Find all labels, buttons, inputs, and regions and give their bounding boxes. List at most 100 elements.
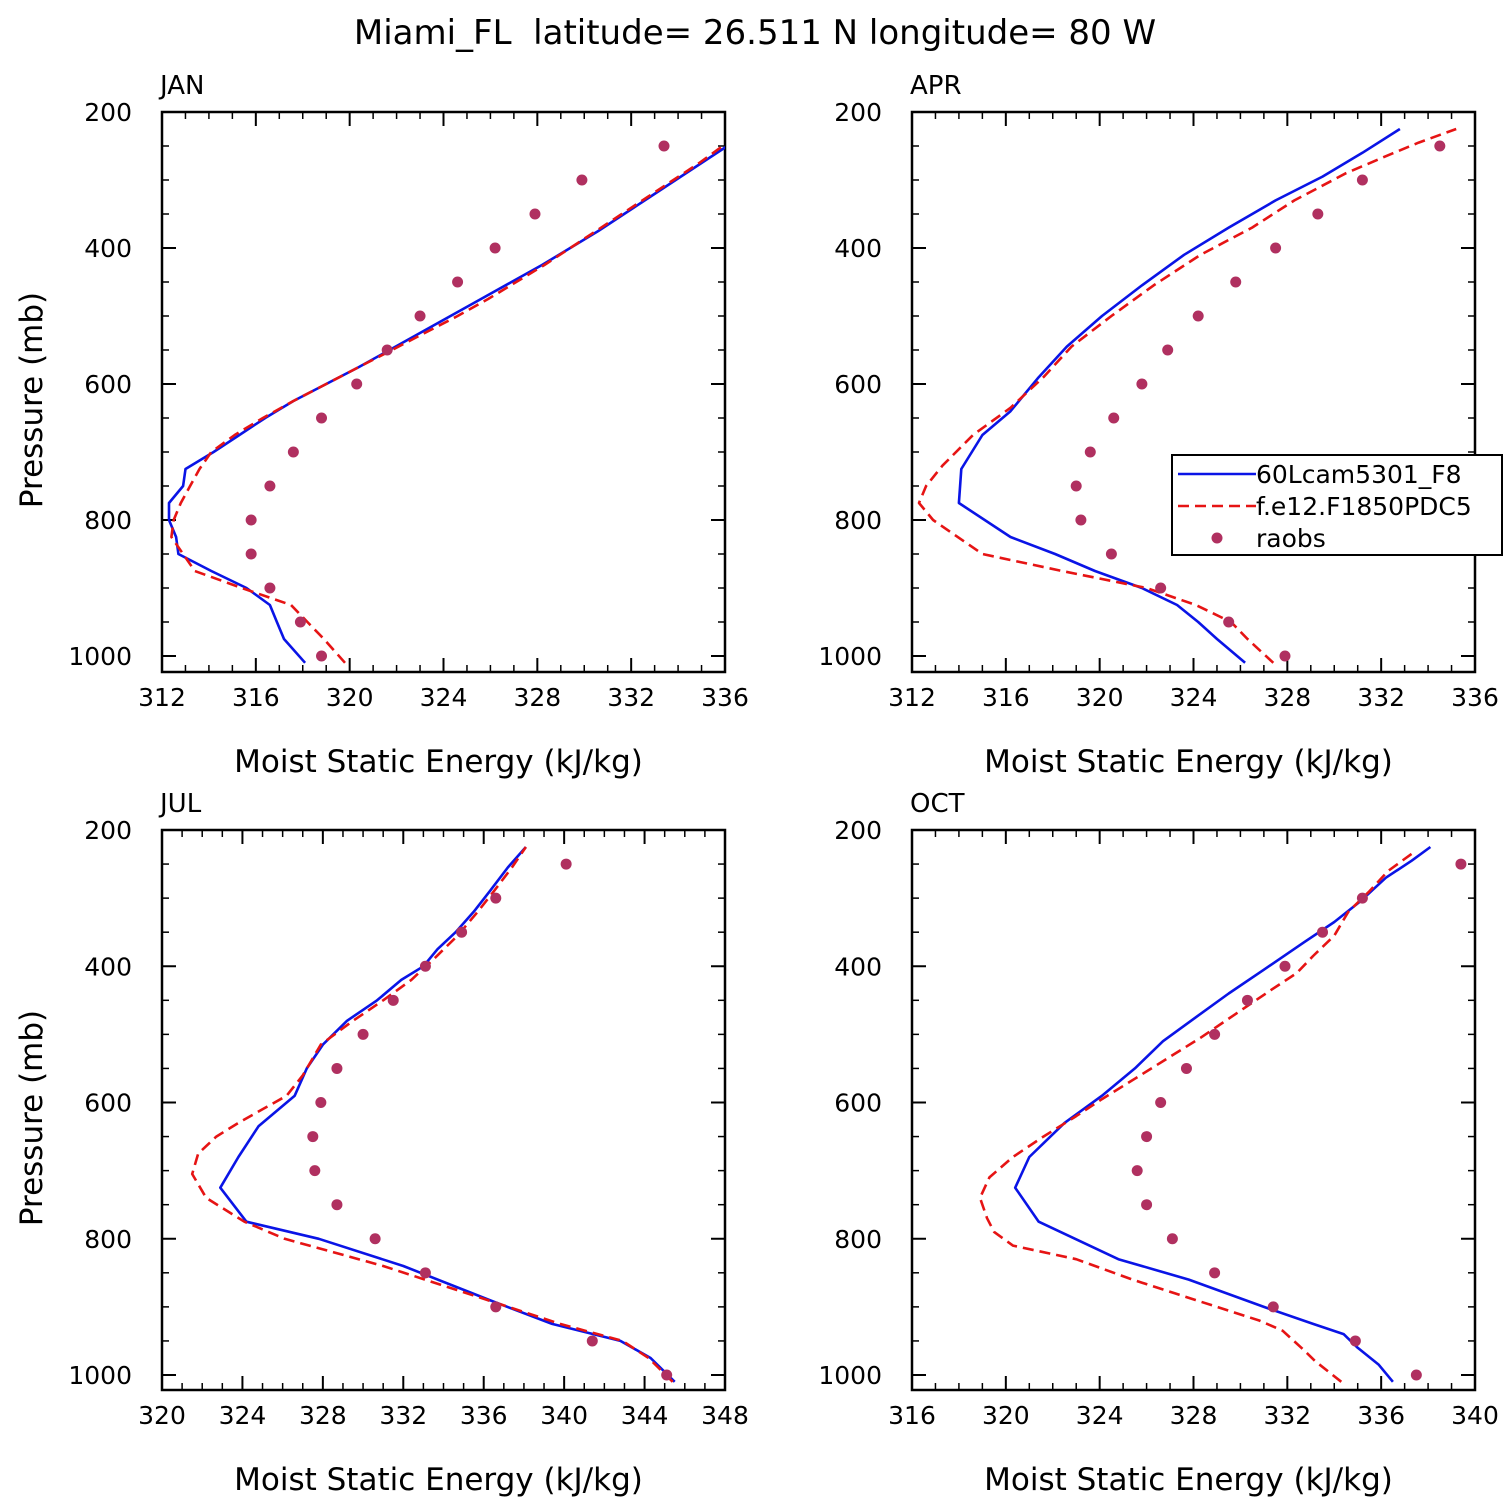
raobs-point	[1155, 582, 1167, 594]
raobs-point	[309, 1165, 321, 1177]
raobs-point	[489, 242, 501, 254]
y-tick-label: 800	[84, 506, 132, 535]
x-tick-label: 332	[1263, 1401, 1311, 1430]
raobs-point	[1141, 1131, 1153, 1143]
raobs-point	[351, 378, 363, 390]
x-tick-label: 316	[888, 1401, 936, 1430]
raobs-point	[560, 858, 572, 870]
panel-oct: 316 320 324 328 332 336 340 200 400 600 800 1000 OCT…	[818, 789, 1498, 1498]
x-tick-label: 348	[701, 1401, 749, 1430]
y-tick-label: 200	[834, 816, 882, 845]
raobs-point	[1356, 892, 1368, 904]
y-tick-label: 400	[84, 234, 132, 263]
x-tick-label: 332	[607, 683, 655, 712]
plot-area	[917, 127, 1457, 664]
panel-title: APR	[910, 71, 962, 101]
raobs-point	[419, 960, 431, 972]
raobs-point	[1209, 1267, 1221, 1279]
x-tick-label: 324	[1076, 1401, 1124, 1430]
x-tick-label: 340	[540, 1401, 588, 1430]
raobs-point	[1162, 344, 1174, 356]
x-tick-label: 332	[1357, 683, 1405, 712]
x-tick-label: 328	[1263, 683, 1311, 712]
plot-frame	[910, 110, 1477, 674]
raobs-point	[414, 310, 426, 322]
raobs-point	[490, 892, 502, 904]
series-line-f-e12	[170, 142, 725, 664]
x-tick-label: 320	[1076, 683, 1124, 712]
x-tick-label: 336	[1451, 683, 1499, 712]
raobs-point	[331, 1199, 343, 1211]
legend: 60Lcam5301_F8 f.e12.F1850PDC5 raobs	[1171, 454, 1503, 556]
raobs-point	[1141, 1199, 1153, 1211]
raobs-point	[1349, 1335, 1361, 1347]
raobs-point	[1279, 650, 1291, 662]
y-axis-label: Pressure (mb)	[14, 1010, 50, 1226]
y-tick-label: 800	[84, 1225, 132, 1254]
raobs-point	[452, 276, 464, 288]
page-title: Miami_FL latitude= 26.511 N longitude= 8…	[354, 13, 1156, 53]
raobs-point	[1108, 412, 1120, 424]
series-line-60lcam	[957, 127, 1401, 664]
raobs-point	[1317, 926, 1329, 938]
panel-apr: 312 316 320 324 328 332 336 200 400 600 800 1000 APR…	[818, 71, 1498, 780]
raobs-point	[490, 1301, 502, 1313]
y-tick-label: 200	[834, 98, 882, 127]
x-tick-label: 320	[138, 1401, 186, 1430]
x-tick-label: 336	[701, 683, 749, 712]
raobs-point	[287, 446, 299, 458]
x-tick-label: 332	[379, 1401, 427, 1430]
x-tick-label: 324	[420, 683, 468, 712]
series-line-f-e12	[190, 846, 674, 1383]
raobs-point	[1223, 616, 1235, 628]
raobs-point	[1279, 960, 1291, 972]
x-tick-label: 324	[1170, 683, 1218, 712]
y-tick-label: 600	[834, 1089, 882, 1118]
raobs-point	[1356, 174, 1368, 186]
x-tick-label: 316	[982, 683, 1030, 712]
raobs-point	[1434, 140, 1446, 152]
panel-title: JAN	[158, 71, 204, 101]
raobs-point	[387, 994, 399, 1006]
raobs-point	[1070, 480, 1082, 492]
raobs-point	[245, 514, 257, 526]
x-tick-label: 340	[1451, 1401, 1499, 1430]
raobs-point	[586, 1335, 598, 1347]
raobs-point	[1105, 548, 1117, 560]
x-axis-label: Moist Static Energy (kJ/kg)	[234, 1462, 643, 1498]
panel-title: OCT	[910, 789, 965, 819]
raobs-point	[1155, 1097, 1167, 1108]
y-tick-label: 600	[84, 370, 132, 399]
y-tick-label: 1000	[818, 1361, 882, 1390]
legend-swatch-dot	[1211, 532, 1223, 544]
plot-frame	[910, 828, 1477, 1392]
y-tick-label: 1000	[68, 1361, 132, 1390]
y-tick-label: 400	[834, 952, 882, 981]
raobs-point	[419, 1267, 431, 1279]
raobs-point	[576, 174, 588, 186]
x-tick-label: 324	[219, 1401, 267, 1430]
raobs-point	[1084, 446, 1096, 458]
y-tick-label: 1000	[818, 642, 882, 671]
raobs-point	[1267, 1301, 1279, 1313]
series-line-f-e12	[917, 127, 1457, 664]
raobs-point	[1455, 858, 1467, 870]
raobs-point	[1192, 310, 1204, 322]
panel-title: JUL	[158, 789, 202, 819]
legend-label: 60Lcam5301_F8	[1256, 460, 1462, 489]
raobs-point	[661, 1369, 673, 1381]
plot-frame	[160, 828, 727, 1392]
x-tick-label: 320	[982, 1401, 1030, 1430]
y-tick-label: 200	[84, 98, 132, 127]
raobs-point	[1209, 1028, 1221, 1040]
raobs-point	[1312, 208, 1324, 220]
legend-label: raobs	[1256, 524, 1326, 553]
raobs-point	[1166, 1233, 1178, 1245]
legend-box	[1171, 454, 1503, 556]
y-tick-label: 1000	[68, 642, 132, 671]
y-axis-label: Pressure (mb)	[14, 292, 50, 508]
x-axis-label: Moist Static Energy (kJ/kg)	[984, 1462, 1393, 1498]
raobs-point	[307, 1131, 319, 1143]
series-line-60lcam	[167, 145, 725, 664]
